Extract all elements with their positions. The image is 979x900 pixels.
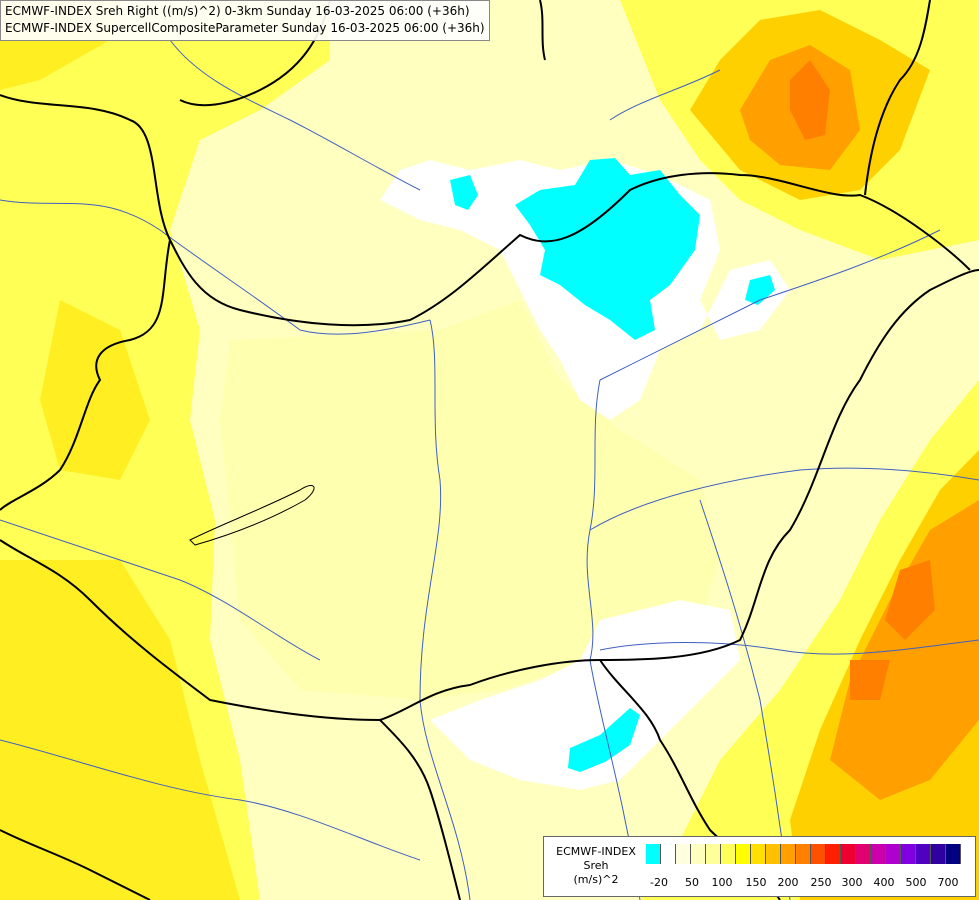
legend-label: ECMWF-INDEX Sreh (m/s)^2: [548, 845, 644, 887]
legend-tick-label: 300: [841, 876, 863, 889]
legend-swatch: [946, 844, 961, 864]
legend-tick-label: 700: [937, 876, 959, 889]
legend-swatch: [841, 844, 856, 864]
legend-swatch: [871, 844, 886, 864]
legend-swatch: [886, 844, 901, 864]
legend-swatch: [676, 844, 691, 864]
legend-swatch: [751, 844, 766, 864]
legend-tick-label: 250: [810, 876, 832, 889]
southeast-orange-field: [830, 500, 979, 800]
legend-tick-label: 400: [873, 876, 895, 889]
legend-swatch: [826, 844, 841, 864]
west-bright-yellow-field: [0, 0, 240, 900]
legend-swatch: [931, 844, 946, 864]
cyan-zone-north: [515, 158, 700, 340]
legend-swatch: [811, 844, 826, 864]
legend-swatch: [706, 844, 721, 864]
northeast-dark-orange-field: [790, 60, 830, 140]
legend-swatch: [721, 844, 736, 864]
legend-swatch: [646, 844, 661, 864]
white-zone-south: [430, 600, 740, 790]
legend-swatch: [691, 844, 706, 864]
cyan-zone-northwest: [450, 175, 478, 210]
color-legend: ECMWF-INDEX Sreh (m/s)^2 -20 50 100 150 200 2…: [543, 836, 976, 897]
legend-swatch: [916, 844, 931, 864]
legend-tick-label: 150: [745, 876, 767, 889]
header-line-scp: ECMWF-INDEX SupercellCompositeParameter …: [5, 21, 485, 35]
legend-swatch: [781, 844, 796, 864]
legend-tick-label: 50: [685, 876, 699, 889]
southeast-dark-orange-field: [850, 560, 935, 700]
legend-swatch: [766, 844, 781, 864]
legend-title: ECMWF-INDEX: [556, 845, 636, 858]
legend-tick-label: 100: [711, 876, 733, 889]
legend-tick-label: 500: [905, 876, 927, 889]
legend-tick-label: 200: [777, 876, 799, 889]
header-line-sreh: ECMWF-INDEX Sreh Right ((m/s)^2) 0-3km S…: [5, 4, 470, 18]
legend-swatch: [796, 844, 811, 864]
legend-swatch: [856, 844, 871, 864]
legend-swatch: [736, 844, 751, 864]
cyan-zone-east: [745, 275, 775, 305]
legend-variable: Sreh: [583, 859, 609, 872]
lake-outline: [189, 485, 315, 546]
map-header: ECMWF-INDEX Sreh Right ((m/s)^2) 0-3km S…: [0, 0, 490, 41]
legend-unit: (m/s)^2: [573, 873, 619, 886]
legend-swatch: [661, 844, 676, 864]
legend-tick-label: -20: [650, 876, 668, 889]
rivers: [0, 39, 979, 900]
legend-swatches: [646, 844, 961, 864]
cyan-zone-south: [568, 708, 640, 772]
legend-swatch: [901, 844, 916, 864]
central-light-yellow-field: [220, 300, 720, 700]
legend-ticks: -20 50 100 150 200 250 300 400 500 700: [646, 876, 966, 890]
